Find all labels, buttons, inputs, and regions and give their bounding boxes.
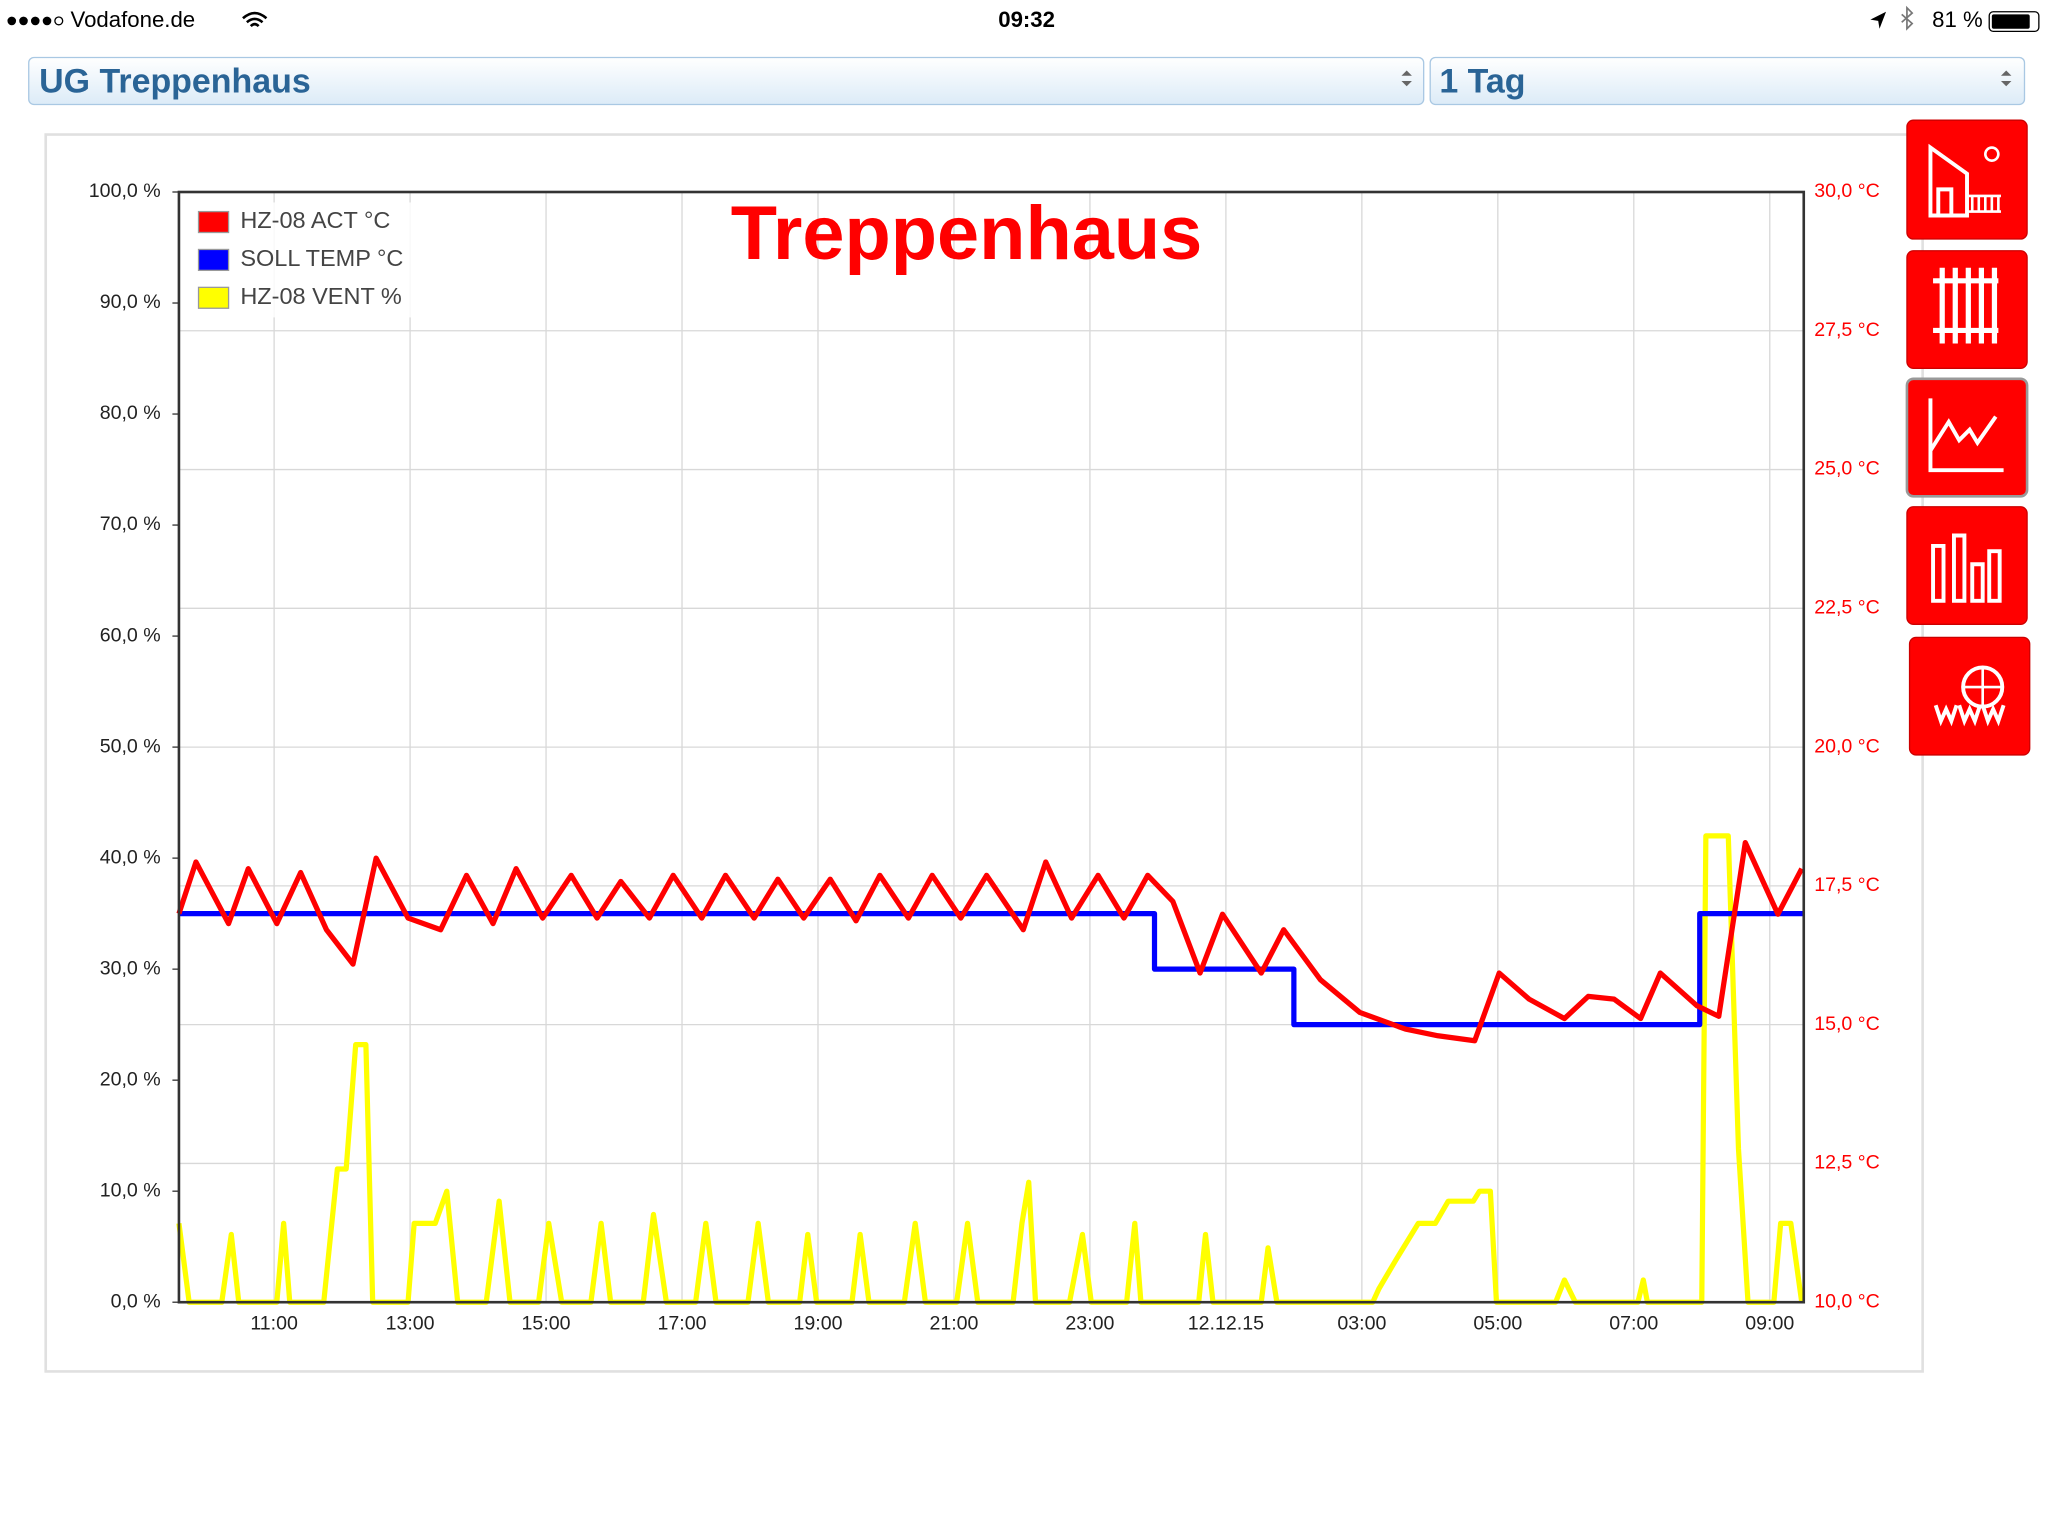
radiator-icon bbox=[1933, 267, 1999, 344]
www-icon bbox=[1933, 704, 2006, 727]
chart-title: Treppenhaus bbox=[731, 191, 1202, 276]
y2-tick-label: 15,0 °C bbox=[1814, 1013, 1880, 1035]
select-arrows bbox=[2000, 70, 2012, 87]
y-tick-label: 20,0 % bbox=[100, 1068, 161, 1090]
x-tick-label: 05:00 bbox=[1473, 1313, 1522, 1335]
side-menu bbox=[1905, 119, 2031, 756]
y2-tick-label: 10,0 °C bbox=[1814, 1290, 1880, 1312]
y-tick-label: 90,0 % bbox=[100, 291, 161, 313]
y-tick-label: 10,0 % bbox=[100, 1179, 161, 1201]
range-select[interactable]: 1 Tag bbox=[1429, 56, 2026, 106]
y-tick-label: 70,0 % bbox=[100, 513, 161, 535]
x-tick-label: 15:00 bbox=[522, 1313, 571, 1335]
room-select[interactable]: UG Treppenhaus bbox=[28, 56, 1425, 106]
legend-label: SOLL TEMP °C bbox=[240, 245, 403, 271]
globe-lines bbox=[1963, 667, 2003, 707]
y2-tick-label: 22,5 °C bbox=[1814, 596, 1880, 618]
radiator-icon bbox=[1968, 194, 2001, 213]
location-icon bbox=[1870, 11, 1887, 29]
y-tick-label: 0,0 % bbox=[111, 1290, 161, 1312]
select-label[interactable]: UG Treppenhaus bbox=[39, 63, 311, 101]
legend-swatch bbox=[197, 248, 230, 272]
y2-tick-label: 17,5 °C bbox=[1814, 874, 1880, 896]
x-tick-label: 17:00 bbox=[658, 1313, 707, 1335]
y-tick-label: 30,0 % bbox=[100, 957, 161, 979]
signal-dot bbox=[30, 16, 40, 26]
y-tick-label: 50,0 % bbox=[100, 735, 161, 757]
button-bg[interactable] bbox=[1906, 506, 2028, 625]
series-line bbox=[176, 839, 1805, 1044]
x-tick-label: 19:00 bbox=[793, 1313, 842, 1335]
house-button[interactable] bbox=[1906, 119, 2028, 240]
x-tick-label: 03:00 bbox=[1337, 1313, 1386, 1335]
legend-label: HZ-08 VENT % bbox=[240, 283, 402, 309]
legend: HZ-08 ACT °C SOLL TEMP °C HZ-08 VENT % bbox=[189, 202, 412, 318]
house-icon bbox=[1928, 143, 1969, 218]
y2-tick-label: 27,5 °C bbox=[1814, 319, 1880, 341]
signal-dot bbox=[42, 16, 52, 26]
button-bg[interactable] bbox=[1908, 636, 2031, 756]
select-box[interactable] bbox=[1429, 56, 2026, 106]
chart-icon bbox=[1928, 398, 2004, 473]
y2-tick-label: 12,5 °C bbox=[1814, 1152, 1880, 1174]
y-tick-label: 100,0 % bbox=[89, 180, 161, 202]
x-tick-label: 13:00 bbox=[386, 1313, 435, 1335]
signal-dot bbox=[7, 16, 17, 26]
select-label[interactable]: 1 Tag bbox=[1439, 63, 1525, 101]
x-tick-label: 21:00 bbox=[929, 1313, 978, 1335]
chart-button[interactable] bbox=[1905, 377, 2029, 498]
legend-swatch bbox=[197, 286, 230, 309]
axes: 11:00 13:00 15:00 17:00 19:00 21:00 23:00 12.12… bbox=[89, 180, 1880, 1334]
x-tick-label: 07:00 bbox=[1609, 1313, 1658, 1335]
y-tick-label: 40,0 % bbox=[100, 846, 161, 868]
y2-tick-label: 20,0 °C bbox=[1814, 735, 1880, 757]
bars-button[interactable] bbox=[1906, 506, 2028, 625]
status-bar: Vodafone.de 09:32 81 % bbox=[7, 5, 2040, 32]
web-button[interactable] bbox=[1908, 636, 2031, 756]
battery-icon bbox=[1988, 11, 2040, 32]
series-line bbox=[178, 911, 1804, 1028]
battery-level bbox=[1991, 14, 2030, 29]
y-tick-label: 80,0 % bbox=[100, 402, 161, 424]
x-tick-label: 12.12.15 bbox=[1188, 1313, 1264, 1335]
legend-label: HZ-08 ACT °C bbox=[240, 207, 390, 233]
button-bg[interactable] bbox=[1905, 377, 2029, 498]
x-tick-label: 23:00 bbox=[1065, 1313, 1114, 1335]
x-tick-label: 09:00 bbox=[1745, 1313, 1794, 1335]
select-box[interactable] bbox=[28, 56, 1425, 106]
select-arrows bbox=[1401, 70, 1412, 87]
wifi-icon bbox=[242, 11, 268, 28]
y-tick-label: 60,0 % bbox=[100, 624, 161, 646]
battery-label: 81 % bbox=[1932, 7, 1983, 32]
y2-tick-label: 25,0 °C bbox=[1814, 458, 1880, 480]
clock: 09:32 bbox=[998, 7, 1055, 32]
gear-icon bbox=[1983, 146, 2000, 162]
legend-swatch bbox=[197, 210, 230, 234]
signal-dot bbox=[19, 16, 28, 26]
bluetooth-icon bbox=[1901, 5, 1914, 31]
radiator-button[interactable] bbox=[1906, 250, 2028, 369]
y2-tick-label: 30,0 °C bbox=[1814, 180, 1880, 202]
x-tick-label: 11:00 bbox=[250, 1313, 298, 1335]
signal-dot bbox=[54, 16, 64, 26]
bars-icon bbox=[1931, 533, 2002, 603]
carrier: Vodafone.de bbox=[71, 7, 196, 32]
